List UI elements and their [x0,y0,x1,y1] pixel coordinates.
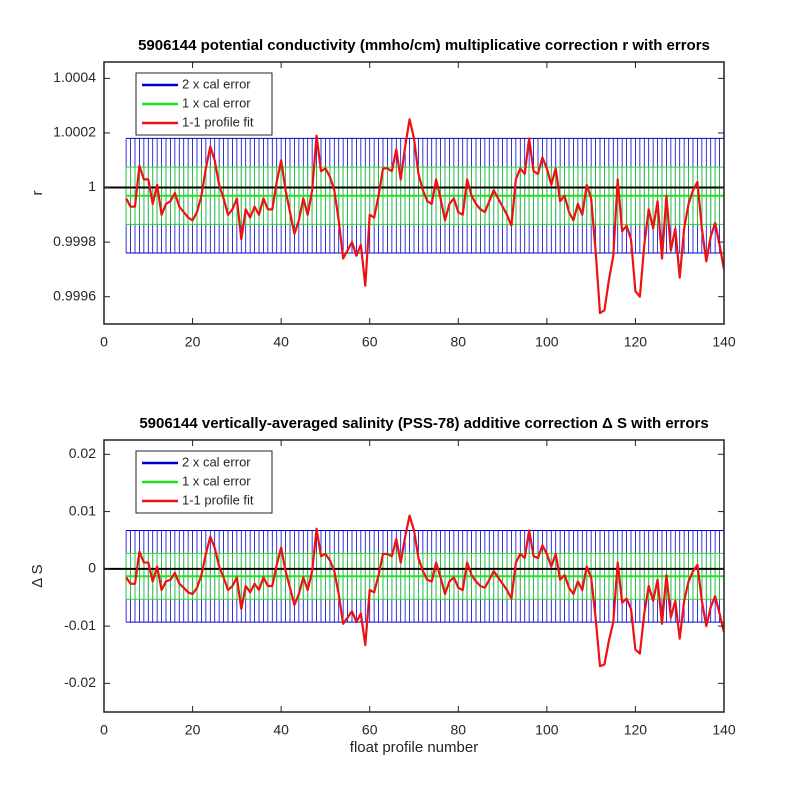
y-axis-label: Δ S [29,564,46,587]
x-tick-label: 20 [185,334,201,350]
plot-content [104,118,724,315]
x-tick-label: 80 [450,334,466,350]
plot-frame [103,439,725,713]
legend-label: 2 x cal error [182,76,251,91]
legend-label: 2 x cal error [182,454,251,469]
plot: 0 20 40 60 80 100 120 140 0.9996 0.9998 1 1.0002 1.0… [29,37,736,350]
x-tick-label: 60 [362,334,378,350]
legend-label: 1 x cal error [182,95,251,110]
x-tick-label: 100 [535,722,559,738]
y-tick-label: 1.0004 [53,69,96,85]
y-tick-label: -0.02 [64,674,96,690]
x-tick-label: 60 [362,722,378,738]
y-tick-label: 0.9998 [53,233,96,249]
y-tick-label: 1.0002 [53,124,96,140]
y-tick-label: 1 [88,178,96,194]
legend-label: 1 x cal error [182,473,251,488]
x-tick-label: 40 [273,334,289,350]
x-tick-label: 40 [273,722,289,738]
x-tick-label: 120 [624,722,648,738]
legend-label: 1-1 profile fit [182,114,254,129]
plot-frame [103,61,725,325]
x-tick-label: 100 [535,334,559,350]
x-tick-label: 0 [100,722,108,738]
x-tick-label: 120 [624,334,648,350]
y-tick-label: 0 [88,560,96,576]
chart-title: 5906144 potential conductivity (mmho/cm)… [138,37,710,54]
y-axis-label: r [29,191,46,196]
y-tick-label: 0.01 [69,502,96,518]
fit-line [125,514,724,668]
legend: 2 x cal error 1 x cal error 1-1 profile fi… [135,72,273,136]
x-axis-label: float profile number [350,739,478,756]
x-tick-label: 80 [450,722,466,738]
x-tick-label: 0 [100,334,108,350]
chart-title: 5906144 vertically-averaged salinity (PS… [139,415,708,432]
legend: 2 x cal error 1 x cal error 1-1 profile fi… [135,450,273,514]
legend-label: 1-1 profile fit [182,492,254,507]
y-tick-label: 0.02 [69,445,96,461]
y-tick-label: -0.01 [64,617,96,633]
x-tick-label: 140 [712,722,736,738]
fit-line [125,118,724,315]
x-tick-label: 140 [712,334,736,350]
plot-content [104,514,724,668]
plot: 0 20 40 60 80 100 120 140 -0.02 -0.01 0 0.01 0.02 590… [29,415,736,756]
x-tick-label: 20 [185,722,201,738]
y-tick-label: 0.9996 [53,287,96,303]
